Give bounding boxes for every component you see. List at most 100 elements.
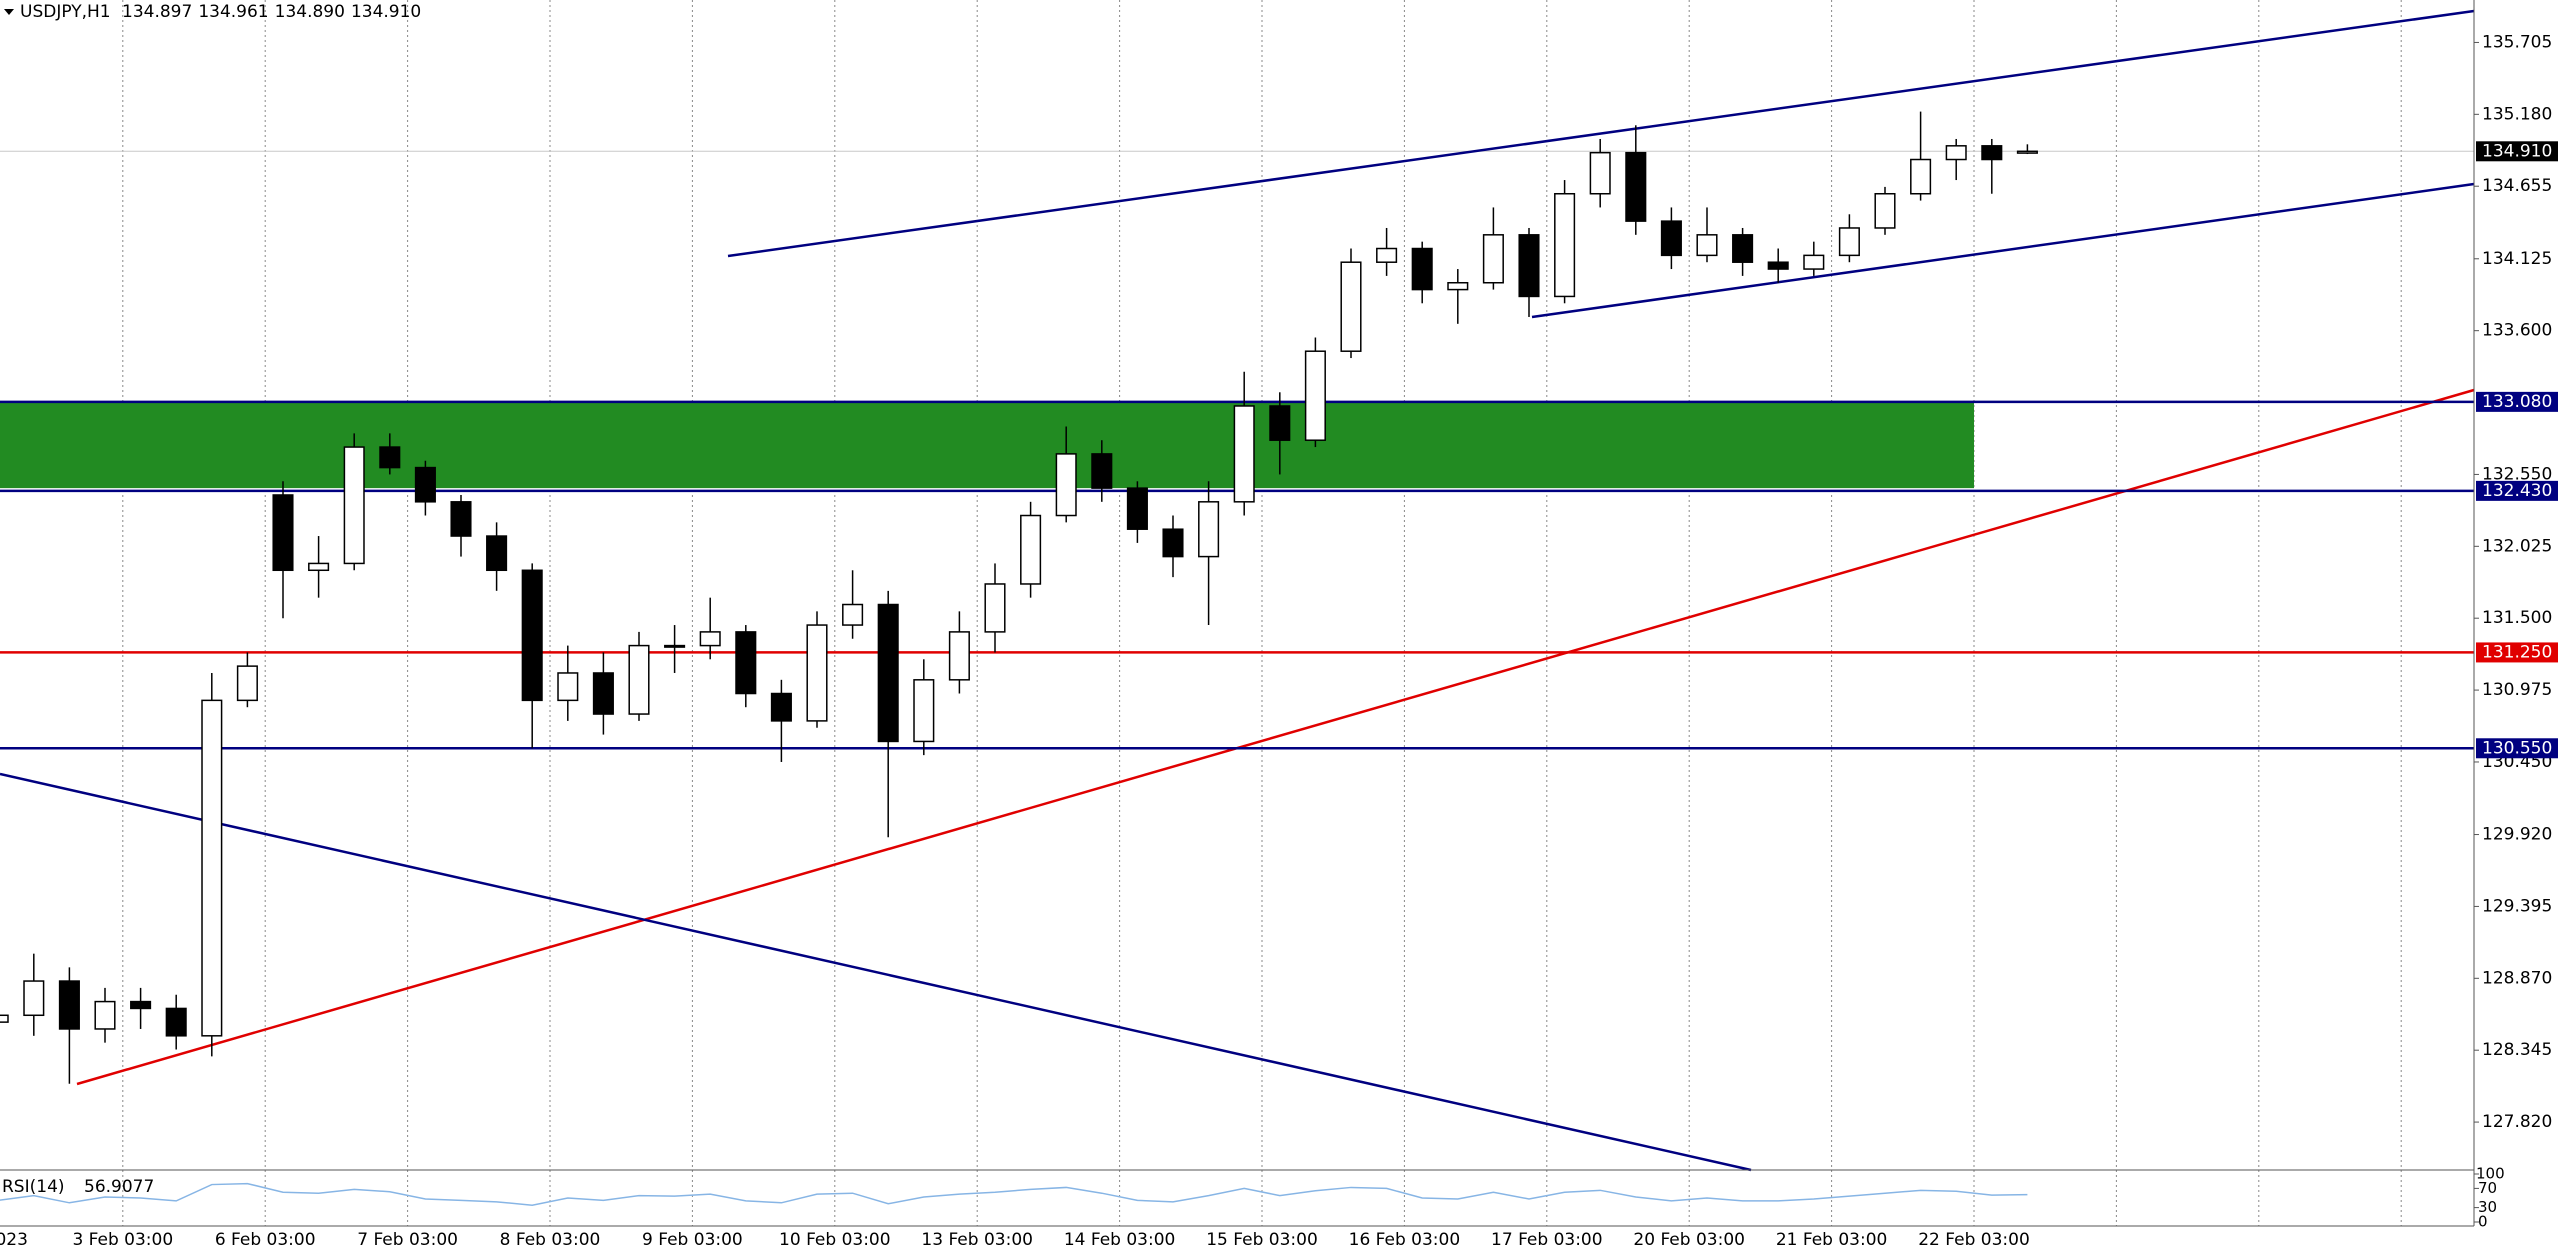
level-label: 130.550 — [2482, 738, 2552, 758]
level-box — [2476, 391, 2558, 412]
y-tick-label: 132.025 — [2482, 536, 2552, 556]
x-tick-label: 15 Feb 03:00 — [1206, 1230, 1318, 1250]
bear-body — [1411, 247, 1433, 291]
x-tick-label: 7 Feb 03:00 — [357, 1230, 458, 1250]
level-label: 132.430 — [2482, 481, 2552, 501]
bull-body — [94, 1000, 116, 1030]
trendline — [1531, 182, 2475, 319]
bear-body — [58, 980, 80, 1030]
bull-body — [1447, 281, 1469, 291]
bear-body — [450, 501, 472, 537]
ohlc: 134.897 134.961 134.890 134.910 — [122, 2, 421, 22]
y-tick-label: 129.395 — [2482, 896, 2552, 916]
bull-body — [1233, 405, 1255, 503]
bull-body — [1874, 192, 1896, 229]
indicator-value: 56.9077 — [84, 1177, 154, 1197]
bull-body — [806, 624, 828, 722]
symbol: USDJPY,H1 — [20, 2, 111, 22]
bull-body — [201, 699, 223, 1037]
level-box — [2476, 642, 2558, 663]
y-tick-label: 127.820 — [2482, 1112, 2552, 1132]
bear-body — [1625, 151, 1647, 222]
rsi-tick-label: 30 — [2478, 1198, 2497, 1216]
x-tick-label: 21 Feb 03:00 — [1776, 1230, 1888, 1250]
bull-body — [913, 679, 935, 743]
x-tick-label: 17 Feb 03:00 — [1491, 1230, 1603, 1250]
trendline — [76, 388, 2475, 1086]
ohlc-value: 134.961 — [198, 2, 268, 22]
x-tick-label: 10 Feb 03:00 — [779, 1230, 891, 1250]
bull-body — [1340, 261, 1362, 352]
y-tick-label: 134.655 — [2482, 176, 2552, 196]
y-tick-label: 130.975 — [2482, 680, 2552, 700]
bull-body — [2016, 150, 2038, 154]
bull-body — [343, 446, 365, 565]
bear-body — [770, 692, 792, 722]
rsi-line — [0, 1182, 2028, 1206]
candles — [0, 111, 2038, 1084]
y-tick-label: 133.600 — [2482, 321, 2552, 341]
bear-body — [1660, 220, 1682, 257]
x-tick-label: 14 Feb 03:00 — [1064, 1230, 1176, 1250]
ohlc-value: 134.890 — [275, 2, 345, 22]
level-label: 131.250 — [2482, 642, 2552, 662]
bull-body — [1910, 158, 1932, 195]
bull-body — [699, 631, 721, 647]
collapse-icon — [4, 9, 14, 15]
rsi-tick-label: 70 — [2478, 1179, 2497, 1197]
zone-layer — [0, 150, 2474, 489]
y-tick-label: 129.920 — [2482, 825, 2552, 845]
level-box — [2476, 738, 2558, 759]
trendline — [0, 772, 1752, 1172]
rsi-tick-label: 0 — [2478, 1213, 2488, 1231]
x-tick-label: 20 Feb 03:00 — [1633, 1230, 1745, 1250]
price-axis: 135.705 135.180 134.655 134.125 133.600 132.5… — [2474, 32, 2558, 1132]
bear-body — [272, 494, 294, 572]
bear-body — [1162, 528, 1184, 558]
bull-body — [1198, 501, 1220, 558]
x-tick-label: 2 Feb 2023 — [0, 1230, 28, 1250]
bull-body — [628, 644, 650, 715]
bear-body — [592, 672, 614, 715]
bull-body — [236, 665, 258, 702]
bear-body — [1767, 261, 1789, 270]
bear-body — [877, 603, 899, 743]
trendlines — [0, 9, 2475, 1172]
bull-body — [1482, 234, 1504, 284]
level-label: 133.080 — [2482, 392, 2552, 412]
x-tick-label: 6 Feb 03:00 — [215, 1230, 316, 1250]
y-tick-label: 134.125 — [2482, 249, 2552, 269]
bull-body — [1838, 227, 1860, 257]
current-price-label: 134.910 — [2482, 141, 2552, 161]
x-tick-label: 3 Feb 03:00 — [72, 1230, 173, 1250]
bull-body — [1376, 247, 1398, 263]
bull-body — [23, 980, 45, 1017]
bear-body — [521, 569, 543, 702]
bull-body — [1945, 145, 1967, 161]
bull-body — [1589, 151, 1611, 195]
x-tick-label: 13 Feb 03:00 — [921, 1230, 1033, 1250]
bull-body — [0, 1014, 9, 1023]
bear-body — [165, 1007, 187, 1037]
bull-body — [557, 672, 579, 702]
bear-body — [1518, 234, 1540, 298]
bear-body — [379, 446, 401, 469]
y-tick-label: 131.500 — [2482, 608, 2552, 628]
bull-body — [1696, 234, 1718, 257]
bear-body — [1732, 234, 1754, 263]
bull-body — [1554, 192, 1576, 298]
y-tick-label: 135.180 — [2482, 104, 2552, 124]
bull-body — [664, 644, 686, 648]
bull-body — [308, 562, 330, 572]
bull-body — [948, 631, 970, 681]
x-tick-label: 16 Feb 03:00 — [1349, 1230, 1461, 1250]
bull-body — [1304, 350, 1326, 441]
x-tick-label: 9 Feb 03:00 — [642, 1230, 743, 1250]
bull-body — [842, 603, 864, 626]
y-tick-label: 128.345 — [2482, 1040, 2552, 1060]
level-box — [2476, 480, 2558, 501]
y-tick-label: 128.870 — [2482, 968, 2552, 988]
bull-body — [1055, 453, 1077, 517]
bull-body — [1803, 254, 1825, 270]
